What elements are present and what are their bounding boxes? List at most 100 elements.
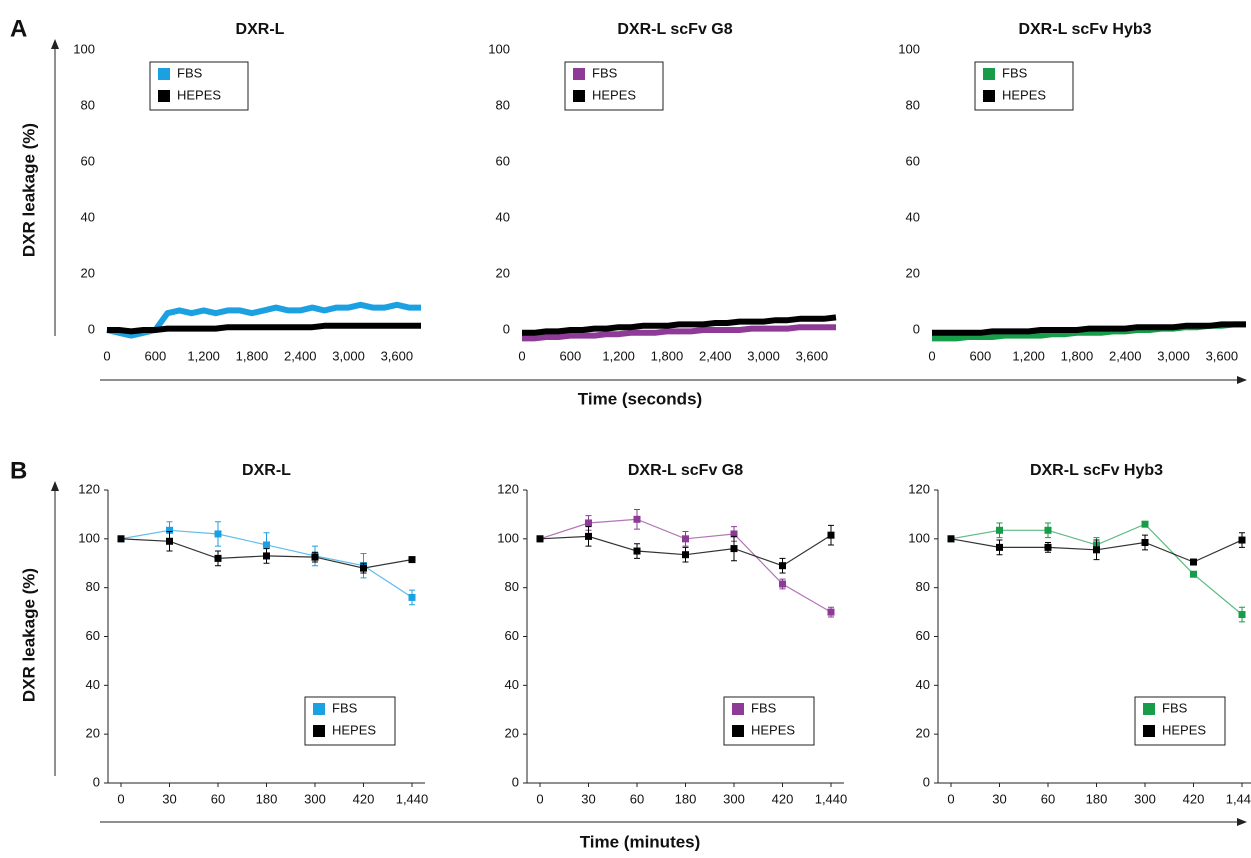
x-tick-label: 0 [117, 791, 124, 806]
chart-title: DXR-L scFv G8 [628, 462, 743, 479]
x-tick-label: 60 [630, 791, 644, 806]
y-tick-label: 80 [81, 97, 95, 112]
y-axis-label: DXR leakage (%) [19, 123, 38, 257]
series-line [106, 301, 421, 339]
legend-label: FBS [592, 65, 618, 80]
chart-title: DXR-L [236, 21, 285, 38]
y-tick-label: 0 [93, 774, 100, 789]
legend-swatch [1143, 703, 1155, 715]
y-tick-label: 20 [81, 265, 95, 280]
x-tick-label: 30 [162, 791, 176, 806]
x-tick-label: 300 [723, 791, 745, 806]
x-tick-label: 2,400 [699, 348, 732, 363]
marker [311, 553, 319, 561]
marker [633, 515, 641, 523]
y-tick-label: 120 [78, 481, 100, 496]
legend-swatch [1143, 725, 1155, 737]
x-tick-label: 1,800 [236, 348, 269, 363]
y-tick-label: 100 [898, 41, 920, 56]
marker [1093, 546, 1100, 554]
y-tick-label: 100 [488, 41, 510, 56]
chart-title: DXR-L scFv Hyb3 [1018, 21, 1151, 38]
x-tick-label: 3,600 [1206, 348, 1239, 363]
y-tick-label: 0 [913, 321, 920, 336]
x-tick-label: 600 [559, 348, 581, 363]
x-tick-label: 1,800 [651, 348, 684, 363]
series-line [932, 321, 1246, 336]
marker [779, 562, 786, 570]
y-tick-label: 80 [505, 579, 519, 594]
marker [1044, 526, 1052, 534]
x-tick-label: 300 [1134, 791, 1156, 806]
legend-swatch [573, 68, 585, 80]
x-tick-label: 30 [992, 791, 1006, 806]
x-tick-label: 1,440 [815, 791, 848, 806]
y-tick-label: 20 [496, 265, 510, 280]
y-tick-label: 0 [512, 774, 519, 789]
x-tick-label: 3,000 [332, 348, 365, 363]
x-tick-label: 180 [256, 791, 278, 806]
x-tick-label: 3,600 [796, 348, 829, 363]
x-tick-label: 600 [144, 348, 166, 363]
legend-swatch [732, 725, 744, 737]
marker [585, 519, 592, 527]
legend-swatch [573, 90, 585, 102]
legend-label: HEPES [1002, 87, 1046, 102]
y-tick-label: 60 [86, 628, 100, 643]
marker [1238, 536, 1246, 544]
marker [947, 535, 955, 543]
x-tick-label: 300 [304, 791, 326, 806]
x-tick-label: 600 [969, 348, 991, 363]
marker [730, 530, 738, 538]
marker [263, 541, 270, 549]
marker [1141, 520, 1149, 528]
chart-title: DXR-L scFv G8 [617, 21, 732, 38]
marker [1141, 538, 1149, 546]
y-tick-label: 60 [906, 153, 920, 168]
y-tick-label: 20 [505, 726, 519, 741]
legend-swatch [732, 703, 744, 715]
x-tick-label: 0 [928, 348, 935, 363]
y-tick-label: 80 [86, 579, 100, 594]
y-tick-label: 60 [916, 628, 930, 643]
y-tick-label: 100 [908, 530, 930, 545]
legend-swatch [313, 703, 325, 715]
x-tick-label: 1,200 [187, 348, 220, 363]
legend-label: HEPES [751, 722, 795, 737]
y-tick-label: 60 [505, 628, 519, 643]
series-line [522, 324, 836, 342]
legend-label: HEPES [332, 722, 376, 737]
y-tick-label: 40 [916, 677, 930, 692]
x-tick-label: 0 [536, 791, 543, 806]
x-tick-label: 1,440 [396, 791, 429, 806]
legend-swatch [158, 68, 170, 80]
x-tick-label: 1,200 [602, 348, 635, 363]
x-tick-label: 180 [1086, 791, 1108, 806]
y-tick-label: 120 [908, 481, 930, 496]
y-tick-label: 40 [496, 209, 510, 224]
x-tick-label: 420 [1183, 791, 1205, 806]
series-line [522, 314, 837, 336]
marker [263, 552, 270, 560]
x-tick-label: 1,440 [1226, 791, 1251, 806]
y-tick-label: 0 [503, 321, 510, 336]
y-tick-label: 100 [73, 41, 95, 56]
marker [1190, 558, 1197, 566]
x-tick-label: 1,800 [1061, 348, 1094, 363]
x-tick-label: 3,600 [381, 348, 414, 363]
marker [996, 543, 1003, 551]
x-tick-label: 2,400 [284, 348, 317, 363]
y-axis-label: DXR leakage (%) [19, 568, 38, 702]
x-tick-label: 60 [1041, 791, 1055, 806]
x-axis-label: Time (seconds) [578, 389, 702, 408]
marker [408, 556, 416, 564]
y-tick-label: 80 [916, 579, 930, 594]
legend-swatch [983, 90, 995, 102]
y-tick-label: 40 [906, 209, 920, 224]
y-tick-label: 40 [81, 209, 95, 224]
y-tick-label: 100 [497, 530, 519, 545]
marker [827, 608, 835, 616]
marker [1044, 543, 1052, 551]
y-tick-label: 80 [496, 97, 510, 112]
